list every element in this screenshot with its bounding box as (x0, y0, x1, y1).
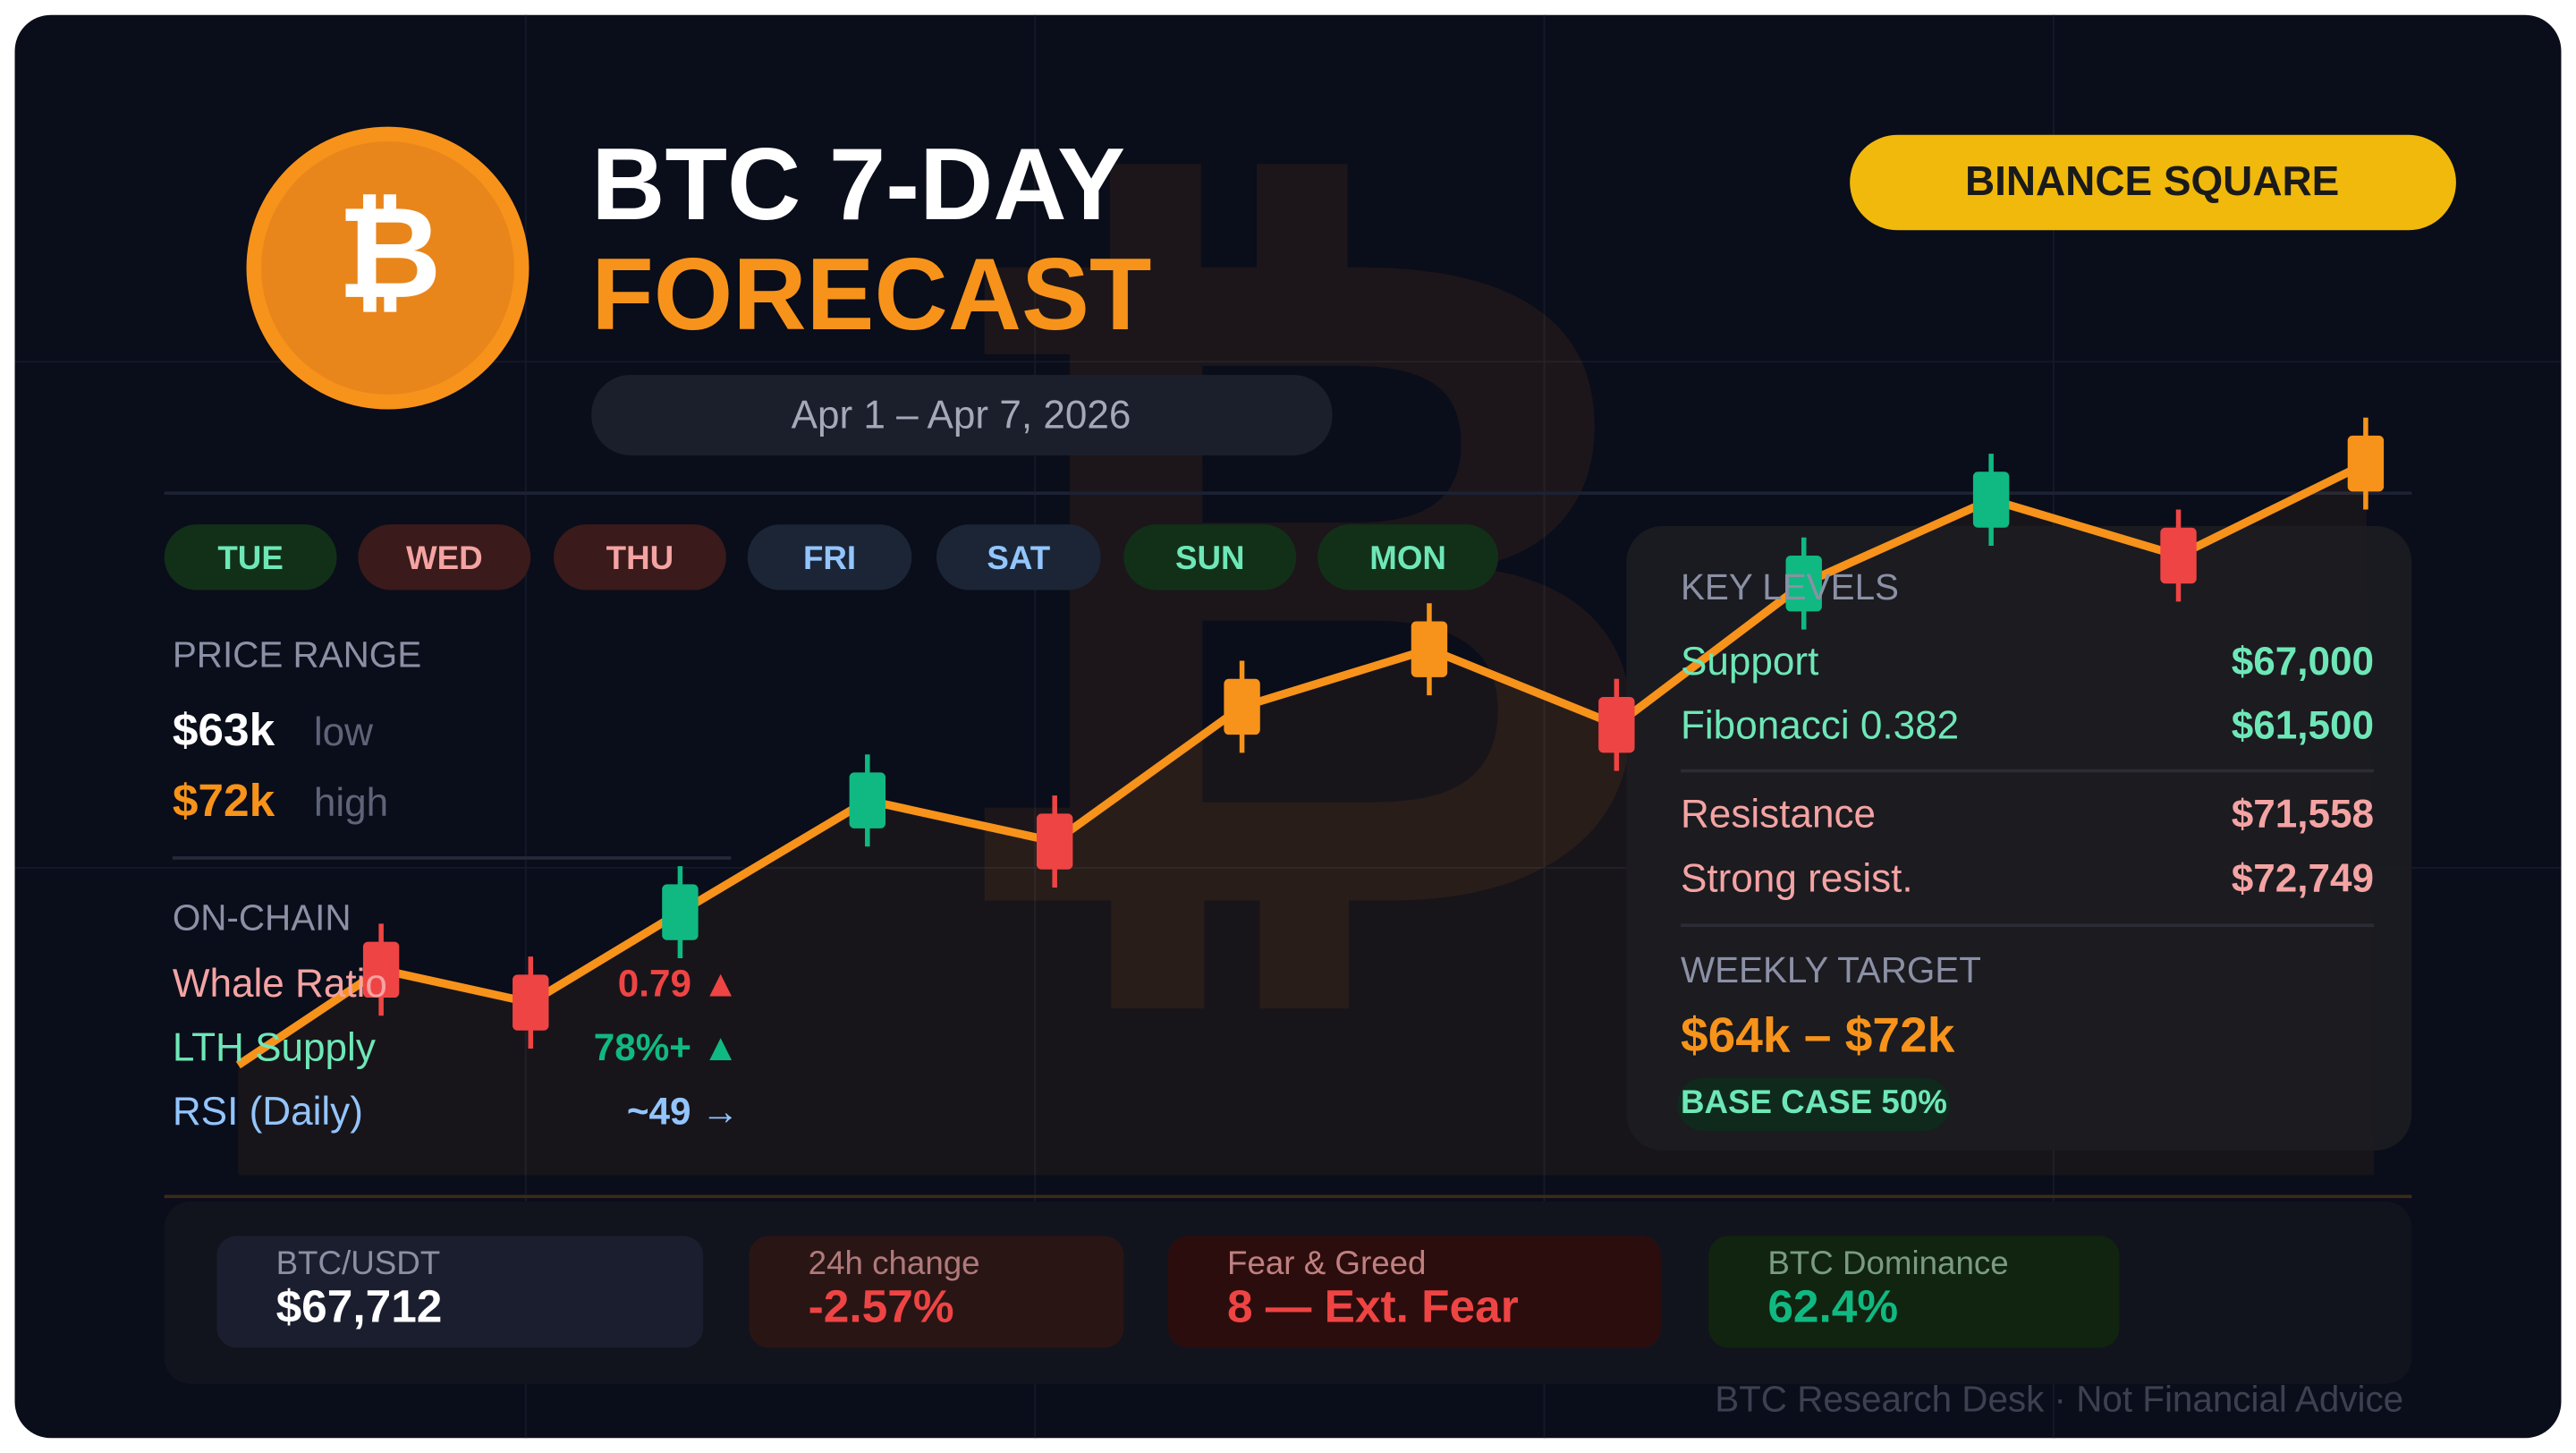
stat-value: 8 — Ext. Fear (1227, 1280, 1519, 1332)
stat-label: Fear & Greed (1227, 1245, 1426, 1281)
key-levels-title: KEY LEVELS (1681, 566, 1899, 608)
badge (1850, 134, 2456, 231)
high-label: high (314, 781, 388, 825)
candle-body (1411, 621, 1448, 677)
badge-label: BINANCE SQUARE (1965, 157, 2339, 204)
metric-value: ~49 → (627, 1091, 740, 1133)
base-case-label: BASE CASE 50% (1681, 1083, 1947, 1120)
level-name: Resistance (1681, 793, 1876, 837)
metric-name: RSI (Daily) (173, 1090, 363, 1134)
day-pill (747, 524, 912, 591)
metric-value: 0.79 ▲ (618, 962, 740, 1004)
day-pills: TUE WED THU FRI SAT SUN MON (164, 524, 1499, 591)
footer: BTC Research Desk · Not Financial Advice (1715, 1379, 2403, 1420)
weekly-target-value: $64k – $72k (1681, 1007, 1955, 1063)
stat-label: BTC/USDT (276, 1245, 441, 1281)
logo-symbol: ₿ (337, 182, 442, 325)
candle-body (1598, 696, 1635, 753)
level-value: $71,558 (2232, 793, 2374, 837)
day-pill (358, 524, 531, 591)
weekly-target-title: WEEKLY TARGET (1681, 949, 1981, 990)
price-range-title: PRICE RANGE (173, 634, 421, 676)
level-name: Support (1681, 640, 1818, 684)
stat-box (1708, 1236, 2120, 1348)
stat-label: 24h change (809, 1245, 980, 1281)
base-case-pill (1677, 1078, 1951, 1131)
stat-value: -2.57% (809, 1280, 954, 1332)
level-name: Fibonacci 0.382 (1681, 703, 1959, 747)
title-line1: BTC 7-DAY (591, 128, 1125, 242)
high-value: $72k (173, 774, 275, 826)
stat-box (749, 1236, 1124, 1348)
candle-body (1036, 813, 1073, 870)
candle-body (2347, 435, 2385, 492)
day-pill (1318, 524, 1499, 591)
logo-circle (261, 141, 514, 395)
candle-body (513, 974, 549, 1031)
stat-value: $67,712 (276, 1280, 443, 1332)
level-value: $67,000 (2232, 640, 2374, 684)
on-chain-title: ON-CHAIN (173, 896, 352, 938)
day-pill (164, 524, 337, 591)
stat-label: BTC Dominance (1767, 1245, 2008, 1281)
date-range: Apr 1 – Apr 7, 2026 (792, 393, 1131, 437)
key-levels-panel (1626, 525, 2412, 1151)
candle-body (662, 884, 699, 940)
low-label: low (314, 710, 373, 754)
day-pill (936, 524, 1101, 591)
level-value: $72,749 (2232, 856, 2374, 900)
title-line2: FORECAST (591, 238, 1151, 352)
candle-body (1224, 678, 1260, 735)
low-value: $63k (173, 703, 275, 755)
candle-body (1972, 472, 2010, 528)
stat-value: 62.4% (1767, 1280, 1898, 1332)
day-label: SUN (1175, 540, 1245, 576)
level-name: Strong resist. (1681, 856, 1913, 900)
metric-name: Whale Ratio (173, 962, 387, 1006)
level-value: $61,500 (2232, 703, 2374, 747)
day-pill (1123, 524, 1297, 591)
date-pill (591, 374, 1333, 455)
candle-body (362, 941, 400, 998)
day-pill (553, 524, 726, 591)
day-label: SAT (987, 540, 1050, 576)
day-label: THU (606, 540, 674, 576)
day-label: MON (1369, 540, 1446, 576)
stat-box (1167, 1236, 1661, 1348)
day-label: WED (406, 540, 483, 576)
day-label: TUE (217, 540, 283, 576)
candle-body (2160, 527, 2197, 584)
candle-body (1785, 555, 1822, 612)
day-label: FRI (803, 540, 856, 576)
candle-body (849, 772, 886, 828)
metric-value: 78%+ ▲ (594, 1026, 740, 1068)
metric-name: LTH Supply (173, 1025, 376, 1069)
stat-box (216, 1236, 704, 1348)
candles (362, 417, 2385, 1049)
